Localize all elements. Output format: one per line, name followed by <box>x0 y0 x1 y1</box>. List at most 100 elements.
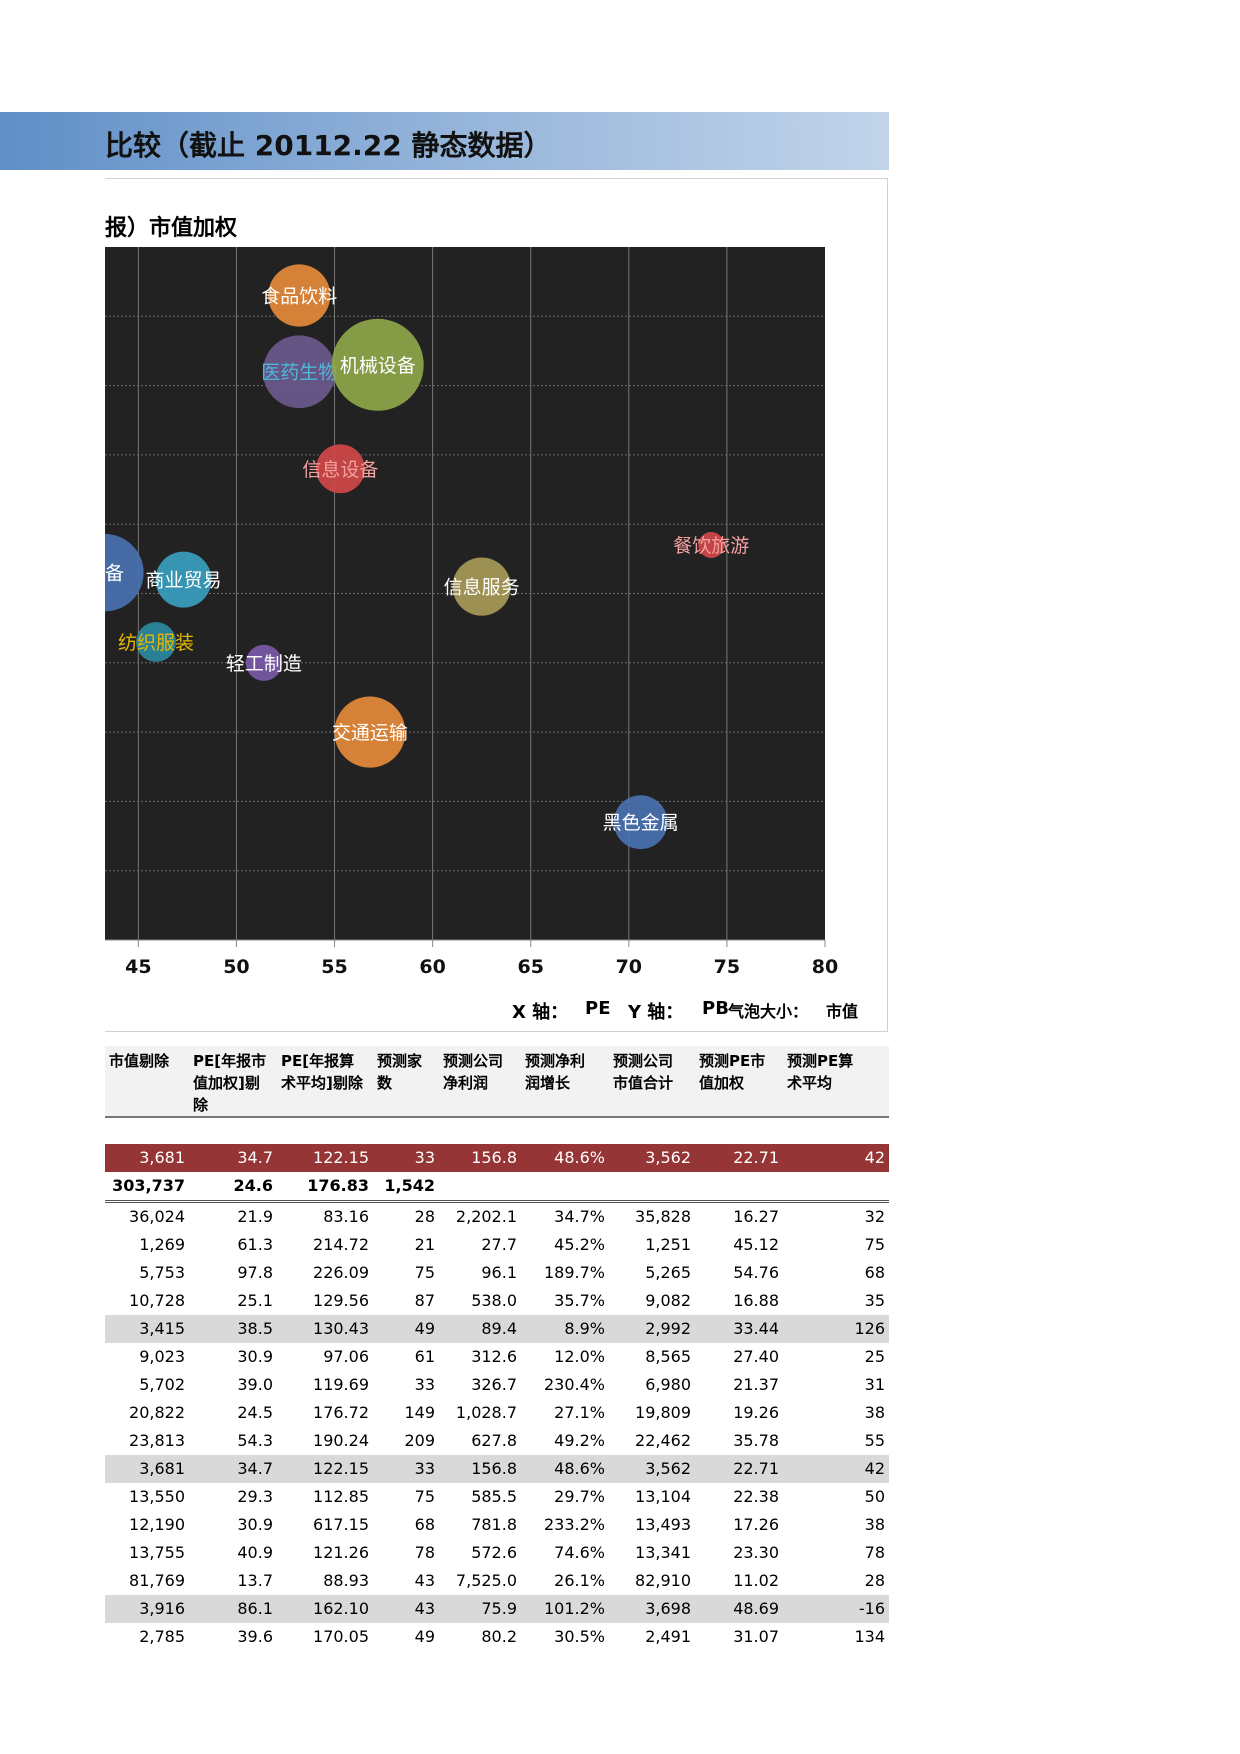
header-line: 预测家 <box>377 1052 423 1070</box>
table-cell: 12,190 <box>129 1515 185 1534</box>
table-cell: 5,753 <box>139 1263 185 1282</box>
header-line: 预测净利 <box>525 1052 586 1070</box>
table-cell: 1,542 <box>373 1172 439 1203</box>
table-cell: 42 <box>783 1455 889 1483</box>
table-cell <box>439 1172 521 1203</box>
table-cell <box>783 1172 889 1203</box>
table-cell: 24.6 <box>189 1172 277 1203</box>
table-cell: 86.1 <box>189 1595 277 1623</box>
total-row: 303,737 24.6 176.83 1,542 <box>105 1172 889 1203</box>
table-cell: 25 <box>864 1347 885 1366</box>
table-cell: 27.40 <box>733 1347 779 1366</box>
table-cell: 176.83 <box>277 1172 373 1203</box>
table-row: 10,728 25.1 129.56 87 538.0 35.7% 9,082 16.88 35 <box>105 1287 889 1315</box>
table-cell: 75.9 <box>439 1595 521 1623</box>
header-line: PE[年报市 <box>193 1052 267 1070</box>
x-tick-label: 70 <box>616 956 642 978</box>
table-cell: 26.1% <box>554 1571 605 1590</box>
table-cell: 122.15 <box>277 1144 373 1172</box>
header-line: 预测公司 <box>443 1052 504 1070</box>
table-cell: 162.10 <box>277 1595 373 1623</box>
table-cell: 54.3 <box>237 1431 273 1450</box>
x-axis-value: PE <box>585 998 611 1019</box>
table-cell: 23.30 <box>733 1543 779 1562</box>
table-cell: 38.5 <box>189 1315 277 1343</box>
table-cell: 27.1% <box>554 1403 605 1422</box>
table-row: 3,415 38.5 130.43 49 89.4 8.9% 2,992 33.44 126 <box>105 1315 889 1343</box>
table-cell: 38 <box>864 1515 885 1534</box>
table-cell: 40.9 <box>237 1543 273 1562</box>
table-cell: 31 <box>864 1375 885 1394</box>
header-line: 润增长 <box>525 1074 571 1092</box>
table-cell: 33 <box>414 1375 435 1394</box>
table-cell: 3,562 <box>609 1144 695 1172</box>
bubble-size-value: 市值 <box>826 1002 859 1021</box>
table-cell: 3,562 <box>609 1455 695 1483</box>
table-cell: 21.9 <box>237 1207 273 1226</box>
table-cell: 233.2% <box>543 1515 605 1534</box>
table-cell: 30.9 <box>237 1347 273 1366</box>
bubble-label: 食品饮料 <box>261 286 337 308</box>
table-header-cell: 市值剔除 <box>105 1046 189 1118</box>
table-cell: 22.71 <box>695 1144 783 1172</box>
table-cell: 35.7% <box>554 1291 605 1310</box>
data-table: 市值剔除 PE[年报市 值加权]剔除 PE[年报算 术平均]剔除 预测家数预测公司 净利润预… <box>105 1046 889 1651</box>
table-cell: 87 <box>414 1291 435 1310</box>
bubble-point <box>452 557 511 616</box>
table-cell: 781.8 <box>471 1515 517 1534</box>
table-cell: 2,992 <box>609 1315 695 1343</box>
x-tick-label: 65 <box>517 956 543 978</box>
table-cell: 19.26 <box>733 1403 779 1422</box>
table-header-cell: 预测公司 市值合计 <box>609 1046 695 1118</box>
table-cell: 130.43 <box>277 1315 373 1343</box>
header-line: PE[年报算 <box>281 1052 355 1070</box>
table-row: 5,753 97.8 226.09 75 96.1 189.7% 5,265 54.76 68 <box>105 1259 889 1287</box>
table-cell: 31.07 <box>733 1627 779 1646</box>
table-cell: 29.7% <box>554 1487 605 1506</box>
bubble-label: 机械设备 <box>340 355 416 377</box>
table-cell: 585.5 <box>471 1487 517 1506</box>
table-row: 2,785 39.6 170.05 49 80.2 30.5% 2,491 31.07 134 <box>105 1623 889 1651</box>
bubble-label: 商业贸易 <box>145 570 221 592</box>
table-cell: 9,082 <box>645 1291 691 1310</box>
x-tick-label: 60 <box>419 956 445 978</box>
table-cell: 89.4 <box>439 1315 521 1343</box>
table-cell: 3,415 <box>105 1315 189 1343</box>
table-row: 3,681 34.7 122.15 33 156.8 48.6% 3,562 22.71 42 <box>105 1455 889 1483</box>
x-tick-label: 45 <box>125 956 151 978</box>
table-cell: 88.93 <box>323 1571 369 1590</box>
table-cell: 80.2 <box>481 1627 517 1646</box>
bubble-point <box>262 335 336 409</box>
table-cell: 122.15 <box>277 1455 373 1483</box>
table-cell: 96.1 <box>481 1263 517 1282</box>
table-cell: 13,341 <box>635 1543 691 1562</box>
table-cell: 34.7 <box>189 1144 277 1172</box>
table-cell: 11.02 <box>733 1571 779 1590</box>
table-cell: 156.8 <box>439 1144 521 1172</box>
table-cell: 12.0% <box>554 1347 605 1366</box>
table-header-cell: PE[年报市值加权]剔除 <box>189 1046 277 1118</box>
table-cell: 35 <box>864 1291 885 1310</box>
table-cell: 13,755 <box>129 1543 185 1562</box>
bubble-label: 纺织服装 <box>118 632 194 654</box>
table-cell: 176.72 <box>313 1403 369 1422</box>
highlight-row: 3,681 34.7 122.15 33 156.8 48.6% 3,562 22.71 42 <box>105 1144 889 1172</box>
table-cell: 189.7% <box>543 1263 605 1282</box>
table-cell: 68 <box>864 1263 885 1282</box>
bubble-size-label: 气泡大小： <box>728 1002 809 1021</box>
header-line: 净利润 <box>443 1074 489 1092</box>
table-cell: 2,202.1 <box>455 1207 517 1226</box>
table-cell: 2,785 <box>139 1627 185 1646</box>
x-tick-label: 50 <box>223 956 249 978</box>
header-line: 值加权 <box>699 1074 745 1092</box>
table-cell: 5,265 <box>645 1263 691 1282</box>
table-cell: 33 <box>373 1144 439 1172</box>
bubble-label: 黑色金属 <box>603 812 679 834</box>
bubble-point <box>155 551 212 608</box>
bubble-point <box>105 534 144 612</box>
header-line: 值加权]剔除 <box>193 1074 260 1114</box>
table-cell: 49 <box>414 1627 435 1646</box>
table-cell: 6,980 <box>645 1375 691 1394</box>
header-line: 术平均 <box>787 1074 833 1092</box>
